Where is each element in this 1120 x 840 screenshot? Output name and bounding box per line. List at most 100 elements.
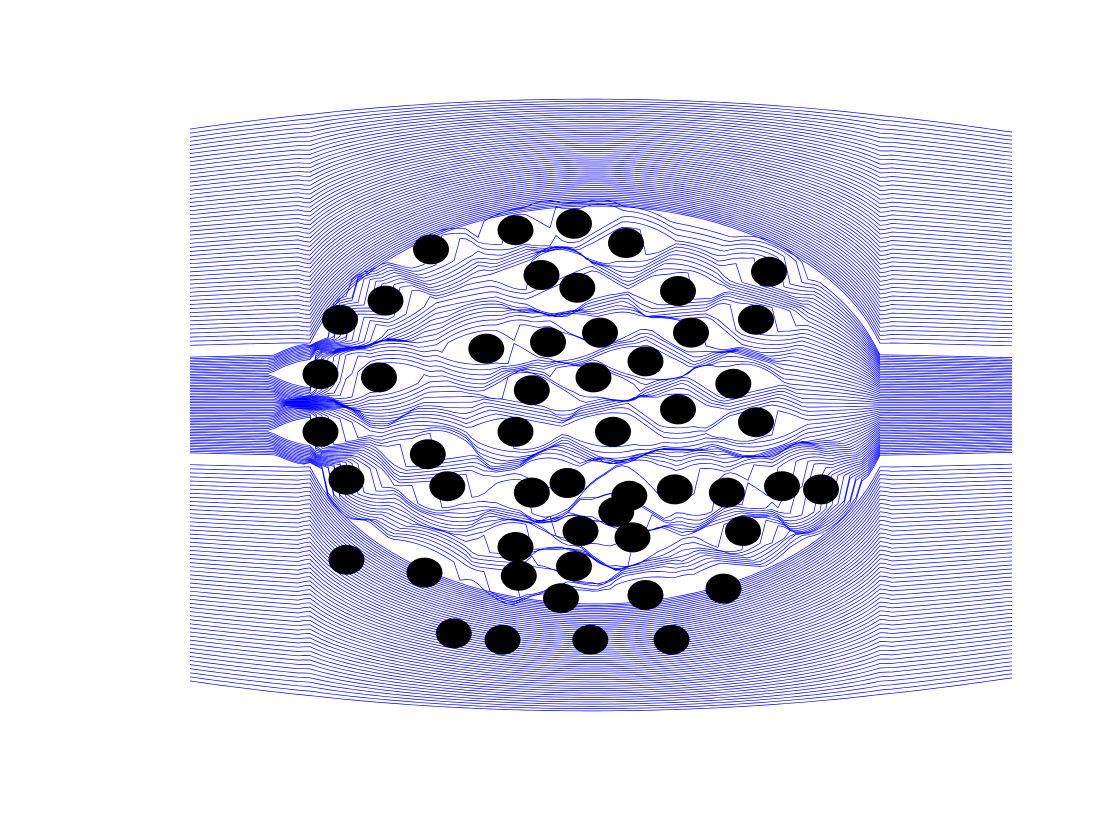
streamline [189, 187, 1013, 302]
streamline [189, 483, 1013, 613]
obstacle-disk [513, 375, 550, 406]
streamline [189, 434, 1012, 533]
streamline [189, 179, 1013, 286]
streamline [189, 136, 1013, 201]
streamline [189, 127, 1013, 185]
streamline [189, 475, 1013, 609]
streamline [189, 144, 1013, 218]
streamline [189, 584, 1013, 661]
streamline [189, 605, 1013, 672]
streamline [189, 155, 1013, 238]
streamline [189, 412, 1013, 474]
streamline [189, 270, 1012, 376]
streamline [189, 580, 1013, 659]
streamline [189, 183, 1013, 294]
streamline [189, 568, 1013, 653]
obstacles-group [302, 208, 839, 655]
streamline [189, 669, 1013, 707]
obstacle-disk [656, 474, 693, 505]
streamline [189, 140, 1013, 210]
streamline [189, 202, 1013, 339]
obstacle-disk [673, 317, 709, 348]
obstacle-disk [556, 551, 592, 582]
obstacle-disk [562, 516, 599, 546]
streamline [189, 488, 1013, 614]
streamline [189, 201, 1013, 335]
streamline [189, 297, 1013, 392]
streamline [189, 249, 1013, 372]
streamline [189, 416, 1012, 522]
streamline [189, 504, 1013, 622]
streamline [189, 112, 1013, 157]
streamline [190, 356, 1012, 402]
obstacle-disk [705, 573, 742, 604]
obstacle-disk [559, 272, 596, 303]
obstacle-disk [302, 416, 339, 447]
streamline [189, 138, 1013, 205]
streamlines-group [189, 98, 1013, 712]
streamline [190, 405, 1012, 442]
streamline [189, 500, 1013, 620]
obstacle-disk [328, 544, 365, 575]
streamline [189, 450, 1013, 603]
streamline [189, 129, 1013, 189]
obstacle-disk [738, 304, 774, 335]
streamline [189, 196, 1013, 322]
obstacle-disk [413, 234, 449, 265]
streamline [189, 105, 1013, 145]
streamline [189, 185, 1013, 298]
streamline [189, 600, 1013, 670]
streamline [189, 452, 1013, 605]
streamline [189, 151, 1013, 230]
streamline [189, 246, 1013, 368]
streamline [189, 190, 1013, 310]
obstacle-disk [497, 416, 534, 447]
streamline [189, 430, 1013, 524]
streamline [190, 387, 1012, 416]
streamline [189, 245, 1013, 369]
obstacle-disk [653, 624, 690, 655]
streamline [189, 101, 1013, 137]
streamline [189, 177, 1013, 282]
streamline [189, 142, 1013, 214]
streamline [189, 169, 1013, 266]
obstacle-disk [361, 362, 397, 393]
streamline [190, 407, 1012, 459]
streamline [190, 405, 1012, 450]
streamline [189, 576, 1013, 657]
streamline [189, 677, 1013, 712]
streamline [189, 246, 1013, 366]
obstacle-disk [429, 471, 466, 502]
streamline [189, 496, 1013, 618]
obstacle-disk [575, 362, 612, 393]
streamline [189, 336, 1012, 399]
streamline [189, 114, 1013, 161]
streamline [189, 227, 1012, 365]
streamline [189, 617, 1013, 678]
obstacle-disk [543, 583, 579, 614]
obstacle-disk [803, 474, 839, 505]
streamline [189, 300, 1012, 393]
obstacle-disk [660, 394, 696, 425]
streamline [189, 592, 1013, 666]
streamline [189, 629, 1013, 685]
streamline [190, 401, 1012, 429]
streamline [190, 407, 1013, 463]
streamline [189, 673, 1013, 709]
streamline [189, 199, 1013, 358]
streamline [189, 173, 1013, 274]
streamline [189, 167, 1013, 262]
obstacle-disk [497, 532, 534, 562]
obstacle-disk [725, 516, 761, 546]
streamline [190, 415, 1013, 518]
streamline [189, 308, 1012, 397]
streamline [189, 572, 1013, 655]
obstacle-disk [582, 317, 618, 348]
streamline [189, 588, 1013, 663]
obstacle-disk [435, 618, 472, 649]
obstacle-disk [608, 228, 644, 258]
streamline [189, 118, 1013, 169]
streamline [189, 448, 1013, 598]
